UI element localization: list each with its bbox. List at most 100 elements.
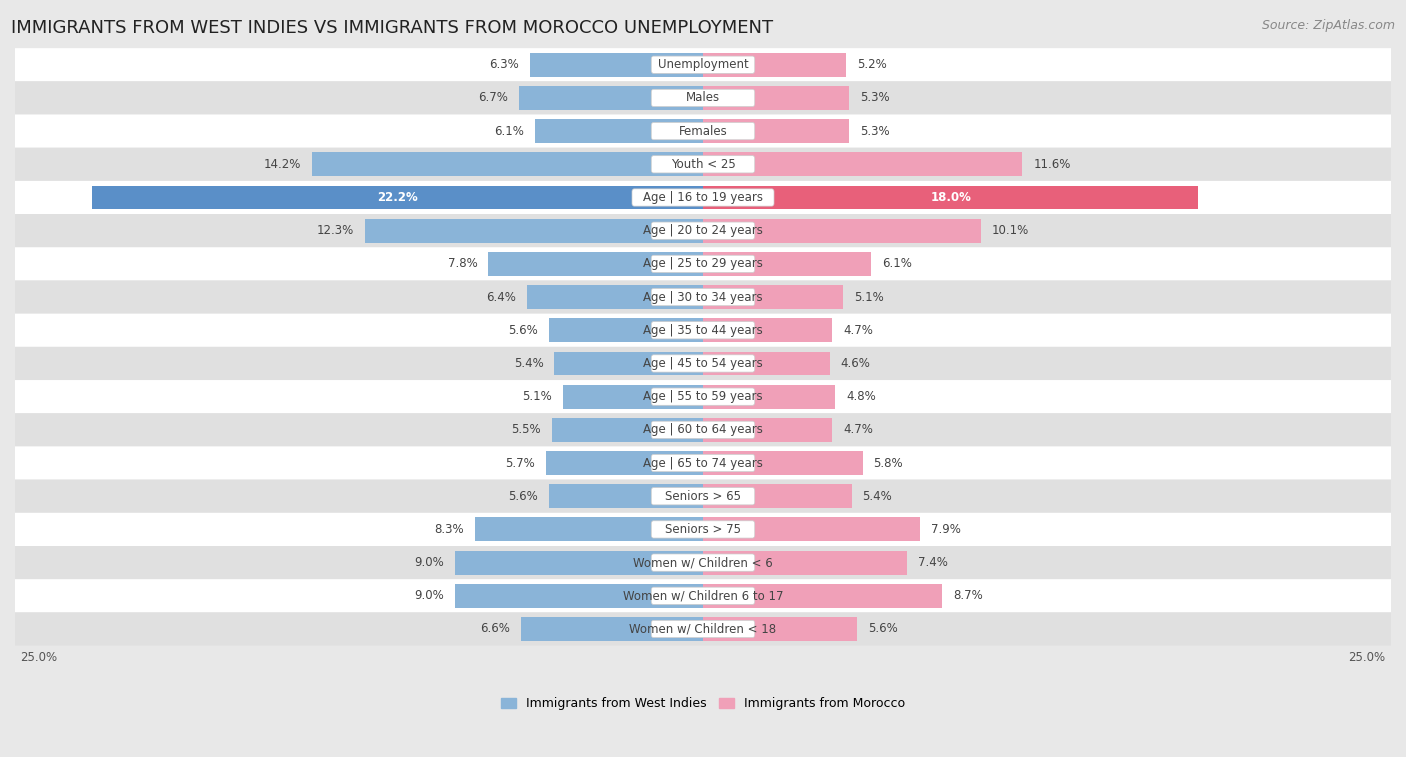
FancyBboxPatch shape (651, 488, 755, 505)
Text: Females: Females (679, 125, 727, 138)
FancyBboxPatch shape (15, 181, 1391, 214)
Text: 5.6%: 5.6% (508, 324, 538, 337)
Text: 5.3%: 5.3% (860, 92, 890, 104)
FancyBboxPatch shape (651, 123, 755, 140)
Text: 5.8%: 5.8% (873, 456, 903, 469)
Text: Age | 60 to 64 years: Age | 60 to 64 years (643, 423, 763, 436)
Text: 25.0%: 25.0% (21, 651, 58, 664)
Text: 5.3%: 5.3% (860, 125, 890, 138)
Text: 5.1%: 5.1% (855, 291, 884, 304)
Text: 22.2%: 22.2% (377, 191, 418, 204)
Legend: Immigrants from West Indies, Immigrants from Morocco: Immigrants from West Indies, Immigrants … (496, 693, 910, 715)
Bar (488, 252, 703, 276)
FancyBboxPatch shape (15, 248, 1391, 281)
Text: Age | 16 to 19 years: Age | 16 to 19 years (643, 191, 763, 204)
FancyBboxPatch shape (651, 587, 755, 604)
Text: 7.9%: 7.9% (931, 523, 962, 536)
Bar (703, 53, 846, 76)
FancyBboxPatch shape (15, 447, 1391, 480)
Text: Age | 30 to 34 years: Age | 30 to 34 years (643, 291, 763, 304)
FancyBboxPatch shape (15, 48, 1391, 81)
FancyBboxPatch shape (15, 579, 1391, 612)
Text: 10.1%: 10.1% (993, 224, 1029, 237)
FancyBboxPatch shape (15, 281, 1391, 313)
Text: 5.2%: 5.2% (858, 58, 887, 71)
Text: Women w/ Children 6 to 17: Women w/ Children 6 to 17 (623, 589, 783, 603)
Text: 5.6%: 5.6% (868, 622, 898, 635)
Bar (475, 518, 703, 541)
FancyBboxPatch shape (633, 188, 773, 206)
Bar (551, 418, 703, 442)
Bar (703, 285, 844, 309)
Text: Youth < 25: Youth < 25 (671, 157, 735, 171)
Text: 12.3%: 12.3% (316, 224, 353, 237)
FancyBboxPatch shape (15, 114, 1391, 148)
FancyBboxPatch shape (651, 222, 755, 239)
Text: 4.6%: 4.6% (841, 357, 870, 370)
Bar (703, 418, 832, 442)
Text: 5.4%: 5.4% (863, 490, 893, 503)
Bar (312, 152, 703, 176)
Bar (519, 86, 703, 110)
Text: 7.8%: 7.8% (447, 257, 477, 270)
Bar (703, 351, 830, 375)
Text: 5.4%: 5.4% (513, 357, 543, 370)
Bar (703, 385, 835, 409)
Text: 4.8%: 4.8% (846, 390, 876, 403)
FancyBboxPatch shape (651, 56, 755, 73)
FancyBboxPatch shape (15, 148, 1391, 181)
Text: Males: Males (686, 92, 720, 104)
Bar (703, 451, 863, 475)
Bar (703, 550, 907, 575)
FancyBboxPatch shape (15, 380, 1391, 413)
FancyBboxPatch shape (651, 322, 755, 339)
Bar (530, 53, 703, 76)
Text: Age | 55 to 59 years: Age | 55 to 59 years (643, 390, 763, 403)
Text: Source: ZipAtlas.com: Source: ZipAtlas.com (1261, 19, 1395, 32)
Bar (548, 319, 703, 342)
FancyBboxPatch shape (15, 413, 1391, 447)
Text: 8.3%: 8.3% (434, 523, 464, 536)
FancyBboxPatch shape (651, 388, 755, 405)
Bar (364, 219, 703, 243)
FancyBboxPatch shape (15, 512, 1391, 546)
Text: Age | 65 to 74 years: Age | 65 to 74 years (643, 456, 763, 469)
Text: 9.0%: 9.0% (415, 556, 444, 569)
Text: IMMIGRANTS FROM WEST INDIES VS IMMIGRANTS FROM MOROCCO UNEMPLOYMENT: IMMIGRANTS FROM WEST INDIES VS IMMIGRANT… (11, 19, 773, 37)
Bar (703, 86, 849, 110)
Bar (703, 319, 832, 342)
Bar (703, 584, 942, 608)
Bar (703, 252, 870, 276)
Bar (703, 219, 981, 243)
FancyBboxPatch shape (15, 313, 1391, 347)
Text: 4.7%: 4.7% (844, 423, 873, 436)
Text: 4.7%: 4.7% (844, 324, 873, 337)
Bar (554, 351, 703, 375)
Text: 14.2%: 14.2% (264, 157, 301, 171)
Bar (527, 285, 703, 309)
Text: 5.6%: 5.6% (508, 490, 538, 503)
FancyBboxPatch shape (651, 621, 755, 637)
Text: Seniors > 65: Seniors > 65 (665, 490, 741, 503)
Text: 6.4%: 6.4% (486, 291, 516, 304)
FancyBboxPatch shape (651, 421, 755, 438)
Bar (562, 385, 703, 409)
Text: 6.7%: 6.7% (478, 92, 508, 104)
Text: 11.6%: 11.6% (1033, 157, 1070, 171)
FancyBboxPatch shape (651, 521, 755, 538)
FancyBboxPatch shape (651, 355, 755, 372)
Bar (536, 119, 703, 143)
Text: 25.0%: 25.0% (1348, 651, 1385, 664)
Text: Unemployment: Unemployment (658, 58, 748, 71)
Bar (703, 185, 1198, 210)
Text: 18.0%: 18.0% (931, 191, 972, 204)
FancyBboxPatch shape (15, 480, 1391, 512)
FancyBboxPatch shape (15, 214, 1391, 248)
Bar (703, 152, 1022, 176)
Text: 9.0%: 9.0% (415, 589, 444, 603)
FancyBboxPatch shape (651, 288, 755, 306)
FancyBboxPatch shape (651, 156, 755, 173)
Bar (522, 617, 703, 641)
Bar (548, 484, 703, 508)
Text: 5.1%: 5.1% (522, 390, 551, 403)
